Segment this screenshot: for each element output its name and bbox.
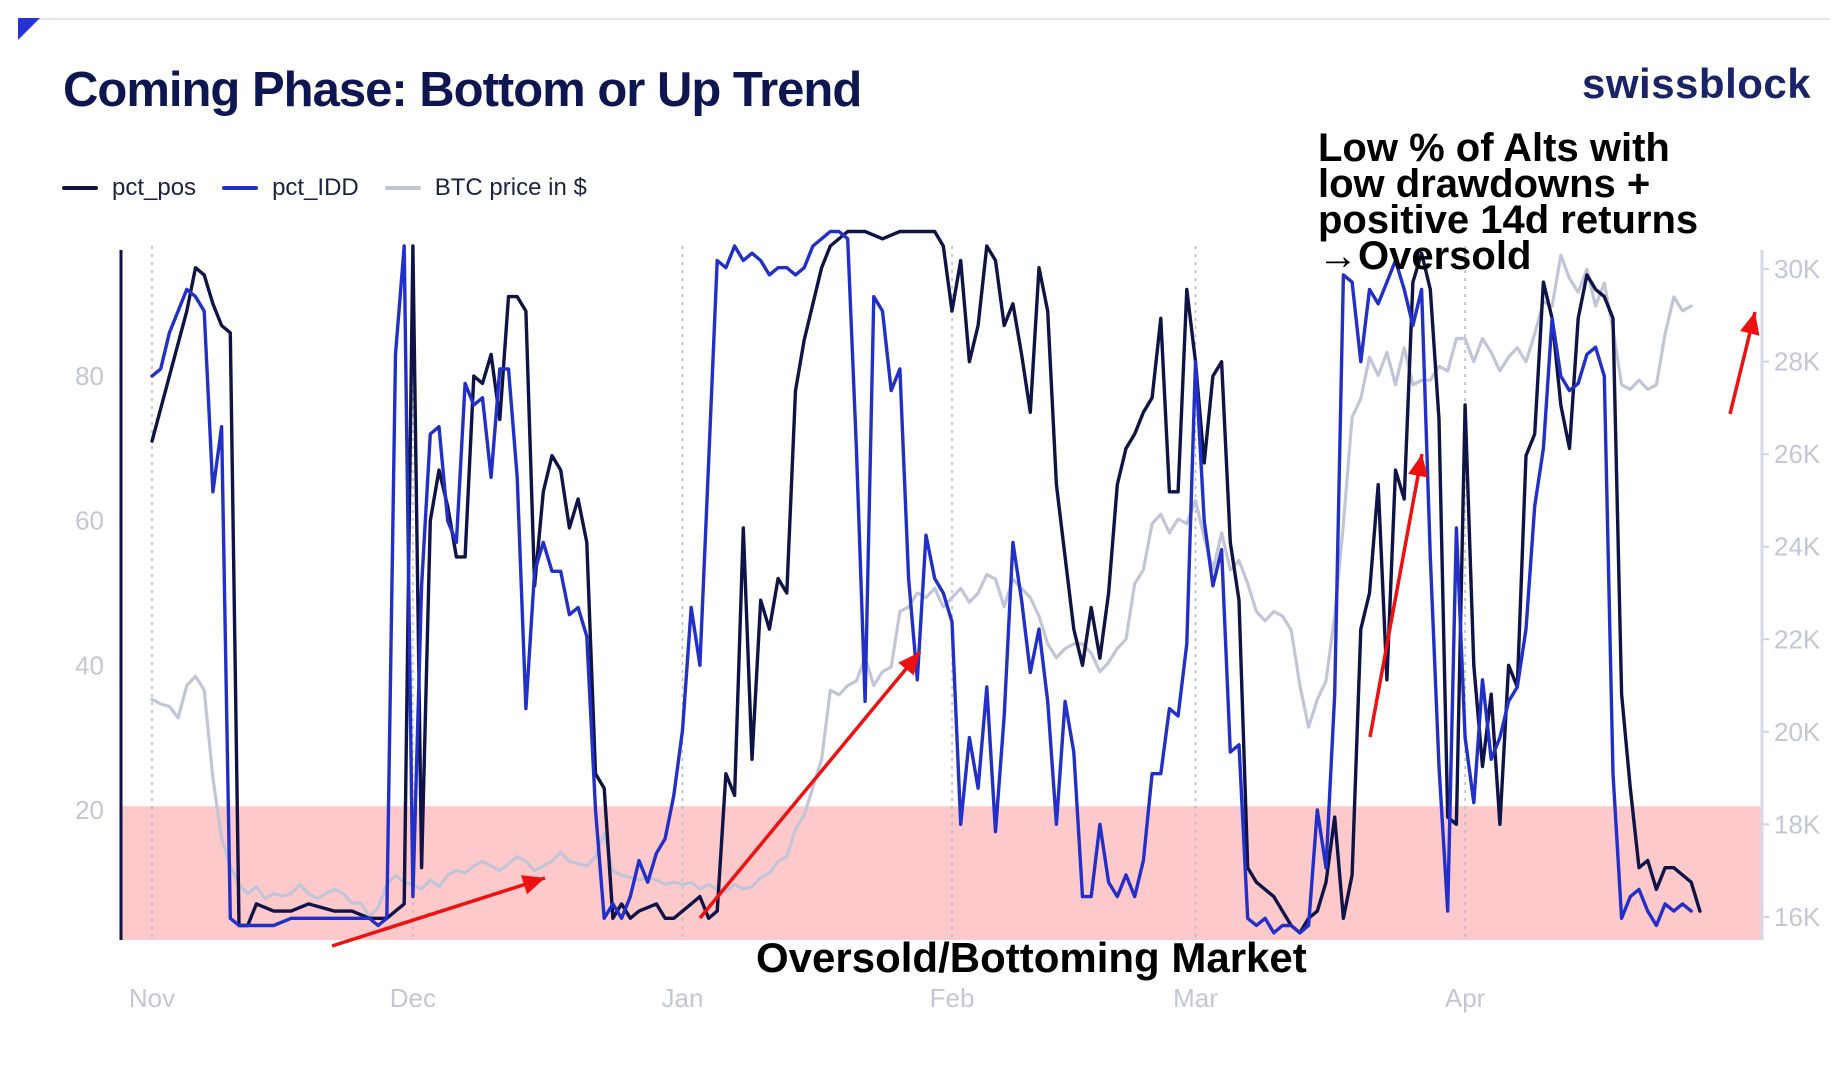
arrow-jan-rally [698,650,922,920]
x-tick-label: Mar [1173,983,1218,1013]
annotation-line: low drawdowns + [1318,162,1651,206]
y-right-tick-label: 18K [1774,809,1821,839]
y-left-tick-label: 20 [75,795,104,825]
x-tick-label: Feb [930,983,975,1013]
legend-item-pct-idd: pct_IDD [222,174,359,202]
y-left-tick-label: 40 [75,650,104,680]
line-pct-idd [150,229,1693,935]
annotation-line: Low % of Alts with [1318,126,1670,170]
y-right-tick-label: 28K [1774,347,1821,377]
x-tick-label: Apr [1445,983,1486,1013]
annotation-oversold-band-label: Oversold/Bottoming Market [756,934,1307,981]
y-right-tick-label: 20K [1774,717,1821,747]
top-divider [20,18,1830,20]
arrow-may-up-head [1740,312,1760,336]
line-pct-pos [150,229,1702,935]
x-tick-label: Nov [129,983,175,1013]
y-right-tick-label: 30K [1774,254,1821,284]
arrow-dec-bottom-head [521,875,545,895]
arrow-jan-rally-head [898,652,920,676]
chart-title: Coming Phase: Bottom or Up Trend [63,63,862,117]
y-right-tick-label: 24K [1774,532,1821,562]
y-left-tick-label: 60 [75,506,104,536]
x-tick-label: Dec [390,983,436,1013]
legend-swatch-pct-pos [62,186,98,190]
arrow-mar-rally-head [1408,454,1428,478]
y-right-tick-label: 26K [1774,439,1821,469]
legend-label-btc-price: BTC price in $ [434,174,587,201]
annotation-line: →Oversold [1318,234,1532,278]
y-right-tick-label: 22K [1774,624,1821,654]
legend-item-pct-pos: pct_pos [62,174,196,202]
corner-flag-icon [18,18,40,40]
legend-swatch-btc-price [384,186,421,190]
annotation-oversold-note: Low % of Alts with low drawdowns + posit… [1318,126,1699,278]
y-left-tick-label: 80 [75,361,104,391]
legend-swatch-pct-idd [222,186,259,190]
legend-label-pct-idd: pct_IDD [272,174,359,201]
legend-item-btc-price: BTC price in $ [384,174,587,202]
annotation-line: positive 14d returns [1318,198,1699,242]
chart-legend: pct_pos pct_IDD BTC price in $ [62,174,613,202]
legend-label-pct-pos: pct_pos [112,174,197,201]
oversold-band [122,806,1762,940]
y-right-tick-label: 16K [1774,902,1821,932]
x-tick-label: Jan [662,983,704,1013]
arrow-dec-bottom [331,876,546,948]
swissblock-logo: swissblock [1582,60,1812,107]
arrow-mar-rally [1368,453,1424,738]
